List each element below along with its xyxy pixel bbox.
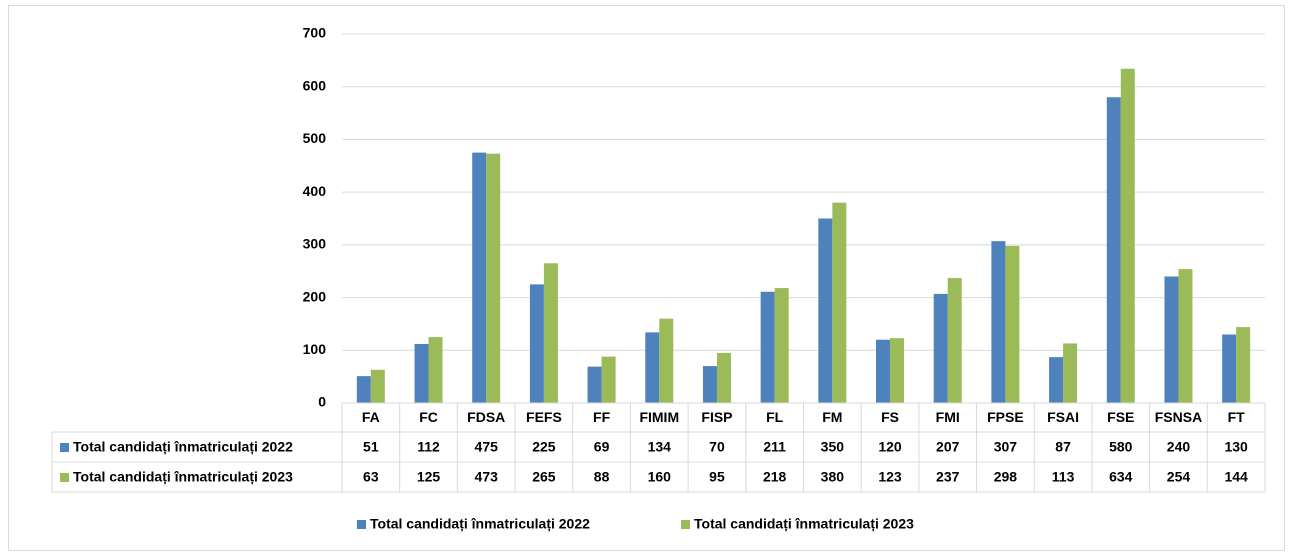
bar: [991, 241, 1006, 403]
legend-label: Total candidați înmatriculați 2023: [694, 516, 914, 532]
table-value: 580: [1109, 439, 1133, 455]
table-value: 307: [994, 439, 1018, 455]
bar: [486, 153, 501, 403]
x-tick-label: FSNSA: [1155, 409, 1202, 425]
x-tick-label: FMI: [936, 409, 960, 425]
table-value: 160: [648, 469, 672, 485]
y-tick-label: 600: [303, 77, 327, 93]
x-tick-label: FPSE: [987, 409, 1024, 425]
bar: [760, 291, 775, 403]
table-value: 380: [821, 469, 845, 485]
bar: [947, 278, 962, 403]
bar: [645, 332, 660, 403]
table-value: 144: [1224, 469, 1248, 485]
table-value: 130: [1224, 439, 1248, 455]
table-value: 298: [994, 469, 1018, 485]
table-value: 254: [1167, 469, 1191, 485]
table-row-label: Total candidați înmatriculați 2023: [73, 469, 293, 485]
bar: [659, 318, 674, 403]
bar: [428, 337, 443, 403]
y-tick-label: 100: [303, 341, 327, 357]
y-tick-label: 700: [303, 25, 327, 41]
bar: [1236, 327, 1251, 403]
x-tick-label: FC: [419, 409, 438, 425]
bar: [832, 202, 847, 403]
y-tick-label: 500: [303, 130, 327, 146]
bar: [933, 293, 948, 403]
table-value: 265: [532, 469, 556, 485]
bar: [472, 152, 487, 403]
table-value: 240: [1167, 439, 1191, 455]
table-value: 88: [594, 469, 610, 485]
legend-label: Total candidați înmatriculați 2022: [370, 516, 590, 532]
x-tick-label: FA: [362, 409, 380, 425]
table-value: 123: [878, 469, 902, 485]
bar: [1005, 245, 1020, 403]
table-value: 207: [936, 439, 960, 455]
chart-border: [8, 5, 1285, 551]
bar: [1178, 269, 1193, 403]
bar: [370, 369, 385, 403]
table-value: 95: [709, 469, 725, 485]
table-value: 69: [594, 439, 610, 455]
table-value: 237: [936, 469, 960, 485]
bar: [414, 343, 429, 403]
table-value: 225: [532, 439, 556, 455]
bar: [1063, 343, 1078, 403]
table-value: 134: [648, 439, 672, 455]
x-tick-label: FSAI: [1047, 409, 1079, 425]
x-tick-label: FS: [881, 409, 899, 425]
x-tick-label: FDSA: [467, 409, 505, 425]
table-value: 120: [878, 439, 902, 455]
bar: [1106, 97, 1121, 403]
bar: [716, 352, 731, 403]
table-value: 634: [1109, 469, 1133, 485]
table-value: 63: [363, 469, 379, 485]
bar: [702, 366, 717, 403]
table-value: 87: [1055, 439, 1071, 455]
legend-key: [681, 520, 690, 529]
bar: [890, 338, 905, 403]
y-tick-label: 0: [318, 394, 326, 410]
x-tick-label: FL: [766, 409, 784, 425]
table-value: 211: [763, 439, 786, 455]
bar: [356, 376, 371, 403]
bar: [1120, 68, 1135, 403]
table-value: 70: [709, 439, 725, 455]
y-tick-label: 200: [303, 288, 327, 304]
table-value: 113: [1052, 469, 1075, 485]
legend-key: [357, 520, 366, 529]
y-tick-label: 300: [303, 236, 327, 252]
x-tick-label: FT: [1228, 409, 1246, 425]
bar: [774, 288, 789, 403]
bar: [876, 339, 891, 403]
table-value: 218: [763, 469, 787, 485]
y-tick-label: 400: [303, 183, 327, 199]
table-value: 350: [821, 439, 845, 455]
x-tick-label: FIMIM: [639, 409, 679, 425]
x-tick-label: FSE: [1107, 409, 1134, 425]
x-tick-label: FM: [822, 409, 842, 425]
x-tick-label: FISP: [701, 409, 732, 425]
bar: [587, 366, 602, 403]
table-value: 475: [475, 439, 499, 455]
table-value: 125: [417, 469, 441, 485]
table-row-label: Total candidați înmatriculați 2022: [73, 439, 293, 455]
table-value: 51: [363, 439, 379, 455]
bar: [529, 284, 544, 403]
bar: [1164, 276, 1179, 403]
bar: [1222, 334, 1237, 403]
bar: [1049, 357, 1064, 403]
bar: [601, 356, 616, 403]
bar: [543, 263, 558, 403]
x-tick-label: FF: [593, 409, 611, 425]
x-tick-label: FEFS: [526, 409, 562, 425]
bar: [818, 218, 833, 403]
table-legend-key: [60, 443, 69, 452]
table-legend-key: [60, 473, 69, 482]
table-value: 112: [417, 439, 440, 455]
table-value: 473: [475, 469, 499, 485]
